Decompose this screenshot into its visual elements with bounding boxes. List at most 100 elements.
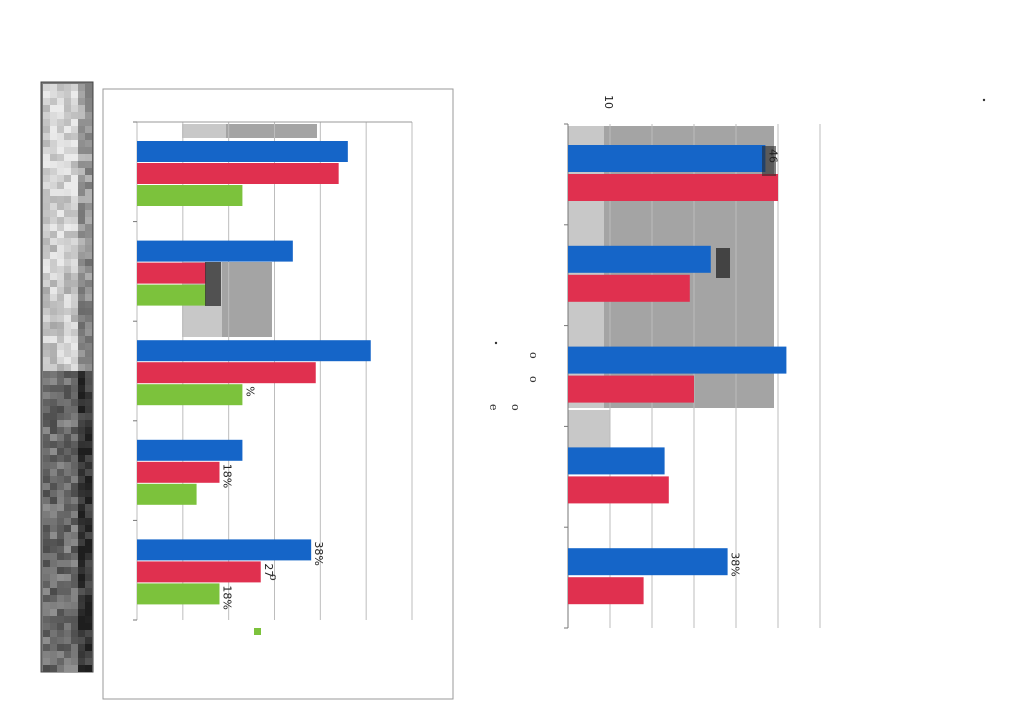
strip-pixel xyxy=(50,301,57,308)
strip-pixel xyxy=(64,665,71,672)
strip-pixel xyxy=(85,532,92,539)
chart-2-tick-label: 10 xyxy=(602,95,615,109)
strip-pixel xyxy=(57,140,64,147)
strip-pixel xyxy=(78,105,85,112)
strip-pixel xyxy=(78,511,85,518)
chart-2-artifact xyxy=(716,248,730,278)
strip-pixel xyxy=(64,224,71,231)
strip-pixel xyxy=(71,427,78,434)
strip-pixel xyxy=(64,427,71,434)
strip-pixel xyxy=(64,266,71,273)
strip-pixel xyxy=(64,308,71,315)
strip-pixel xyxy=(57,364,64,371)
strip-pixel xyxy=(64,553,71,560)
strip-pixel xyxy=(71,287,78,294)
legend-green-swatch xyxy=(254,628,261,635)
strip-pixel xyxy=(64,560,71,567)
strip-pixel xyxy=(85,280,92,287)
strip-pixel xyxy=(50,490,57,497)
strip-pixel xyxy=(71,476,78,483)
strip-pixel xyxy=(78,119,85,126)
strip-pixel xyxy=(85,84,92,91)
strip-pixel xyxy=(85,133,92,140)
strip-pixel xyxy=(64,91,71,98)
strip-pixel xyxy=(64,574,71,581)
strip-pixel xyxy=(64,98,71,105)
strip-pixel xyxy=(78,84,85,91)
strip-pixel xyxy=(85,147,92,154)
strip-pixel xyxy=(50,245,57,252)
strip-pixel xyxy=(57,315,64,322)
strip-pixel xyxy=(43,154,50,161)
strip-pixel xyxy=(50,189,57,196)
strip-pixel xyxy=(71,259,78,266)
chart-2-bar xyxy=(568,577,644,605)
strip-pixel xyxy=(50,504,57,511)
strip-pixel xyxy=(78,665,85,672)
strip-pixel xyxy=(43,196,50,203)
strip-pixel xyxy=(50,98,57,105)
strip-pixel xyxy=(78,420,85,427)
strip-pixel xyxy=(50,350,57,357)
strip-pixel xyxy=(43,91,50,98)
strip-pixel xyxy=(57,217,64,224)
chart-1-bar xyxy=(137,340,371,362)
strip-pixel xyxy=(43,238,50,245)
strip-pixel xyxy=(78,231,85,238)
strip-pixel xyxy=(85,399,92,406)
chart-1-data-label: 18% xyxy=(221,585,234,609)
strip-pixel xyxy=(50,238,57,245)
strip-pixel xyxy=(57,259,64,266)
strip-pixel xyxy=(71,245,78,252)
strip-pixel xyxy=(43,392,50,399)
strip-pixel xyxy=(78,98,85,105)
strip-pixel xyxy=(43,133,50,140)
chart-1-bar xyxy=(137,561,261,583)
strip-pixel xyxy=(78,364,85,371)
strip-pixel xyxy=(43,301,50,308)
strip-pixel xyxy=(85,343,92,350)
strip-pixel xyxy=(71,539,78,546)
strip-pixel xyxy=(50,399,57,406)
strip-pixel xyxy=(64,532,71,539)
strip-pixel xyxy=(78,238,85,245)
strip-pixel xyxy=(50,532,57,539)
strip-pixel xyxy=(50,385,57,392)
strip-pixel xyxy=(71,441,78,448)
strip-pixel xyxy=(71,238,78,245)
strip-pixel xyxy=(78,168,85,175)
strip-pixel xyxy=(43,539,50,546)
strip-pixel xyxy=(64,525,71,532)
strip-pixel xyxy=(57,301,64,308)
strip-pixel xyxy=(85,224,92,231)
strip-pixel xyxy=(50,546,57,553)
chart-1-bar xyxy=(137,439,243,461)
chart-1-data-label: 18% xyxy=(221,464,234,488)
strip-pixel xyxy=(43,483,50,490)
strip-pixel xyxy=(43,665,50,672)
strip-pixel xyxy=(71,119,78,126)
strip-pixel xyxy=(78,413,85,420)
strip-pixel xyxy=(78,385,85,392)
strip-pixel xyxy=(43,413,50,420)
strip-pixel xyxy=(85,567,92,574)
strip-pixel xyxy=(43,350,50,357)
strip-pixel xyxy=(85,196,92,203)
strip-pixel xyxy=(64,413,71,420)
strip-pixel xyxy=(57,385,64,392)
strip-pixel xyxy=(85,644,92,651)
strip-pixel xyxy=(50,658,57,665)
strip-pixel xyxy=(43,609,50,616)
strip-pixel xyxy=(64,623,71,630)
stray-mark-4: e xyxy=(487,404,500,411)
strip-pixel xyxy=(85,91,92,98)
strip-pixel xyxy=(78,112,85,119)
strip-pixel xyxy=(50,441,57,448)
strip-pixel xyxy=(57,126,64,133)
strip-pixel xyxy=(64,182,71,189)
strip-pixel xyxy=(43,147,50,154)
strip-pixel xyxy=(64,322,71,329)
strip-pixel xyxy=(43,98,50,105)
strip-pixel xyxy=(71,266,78,273)
strip-pixel xyxy=(43,462,50,469)
